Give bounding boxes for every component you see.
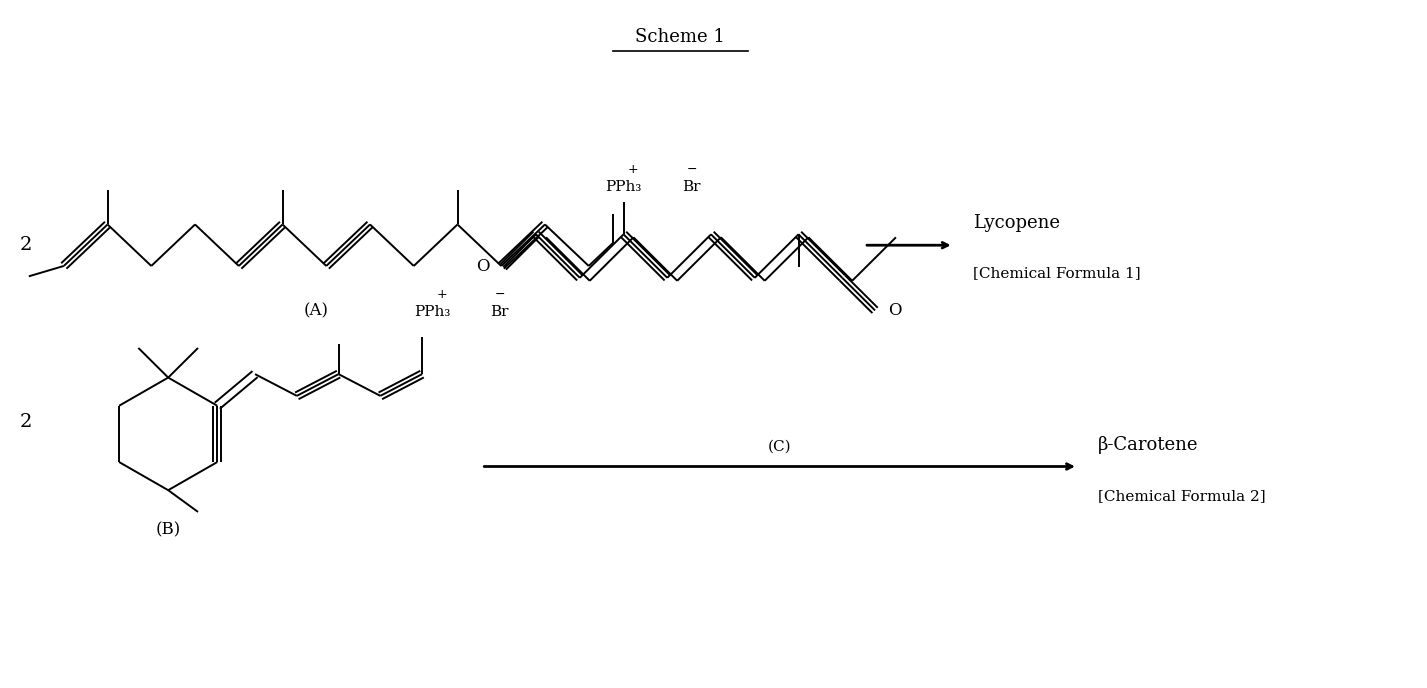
Text: β-Carotene: β-Carotene: [1097, 436, 1199, 454]
Text: O: O: [888, 302, 902, 319]
Text: [Chemical Formula 1]: [Chemical Formula 1]: [973, 266, 1142, 280]
Text: (B): (B): [156, 522, 181, 538]
Text: −: −: [494, 288, 505, 301]
Text: Scheme 1: Scheme 1: [635, 28, 725, 46]
Text: (C): (C): [768, 440, 792, 454]
Text: −: −: [686, 162, 698, 175]
Text: O: O: [477, 259, 489, 275]
Text: Lycopene: Lycopene: [973, 215, 1060, 233]
Text: 2: 2: [20, 413, 33, 431]
Text: Br: Br: [489, 305, 508, 319]
Text: [Chemical Formula 2]: [Chemical Formula 2]: [1097, 489, 1266, 503]
Text: +: +: [628, 162, 638, 175]
Text: +: +: [437, 288, 447, 301]
Text: PPh₃: PPh₃: [605, 180, 641, 194]
Text: Br: Br: [682, 180, 701, 194]
Text: (A): (A): [304, 302, 328, 319]
Text: PPh₃: PPh₃: [414, 305, 451, 319]
Text: 2: 2: [20, 236, 33, 254]
